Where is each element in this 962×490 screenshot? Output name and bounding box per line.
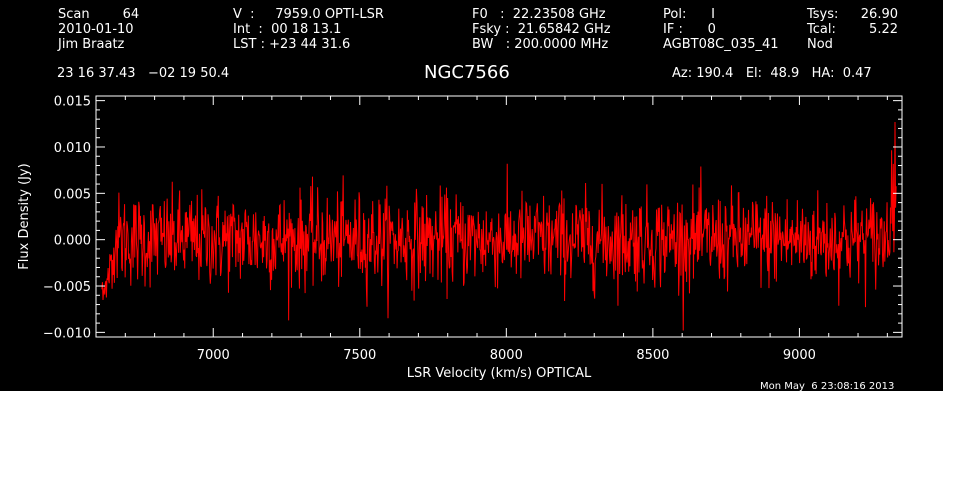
spectrum-panel: Scan 64 2010-01-10 Jim Braatz V : 7959.0 OP…	[0, 0, 943, 392]
spectrum-trace	[101, 121, 897, 331]
header-col4-line-2: AGBT08C_035_41	[663, 37, 779, 52]
header-coords: 23 16 37.43 −02 19 50.4	[57, 66, 230, 81]
y-tick-label: 0.010	[54, 141, 91, 156]
y-tick-label: 0.000	[54, 234, 91, 249]
header-col3-line-0: F0 : 22.23508 GHz	[472, 7, 606, 22]
x-tick-label: 7500	[343, 348, 376, 363]
header-col5-line-0: Tsys:	[807, 7, 839, 22]
header-timestamp: Mon May 6 23:08:16 2013	[760, 381, 895, 392]
header-col2-line-2: LST : +23 44 31.6	[233, 37, 351, 52]
header-col2-line-1: Int : 00 18 13.1	[233, 22, 342, 37]
plot-frame	[95, 95, 903, 338]
header-col1-line-1: 2010-01-10	[58, 22, 134, 37]
header-azel: Az: 190.4 El: 48.9 HA: 0.47	[672, 66, 872, 81]
header-col3-line-1: Fsky : 21.65842 GHz	[472, 22, 611, 37]
y-tick-label: −0.005	[43, 280, 91, 295]
x-tick-label: 7000	[197, 348, 230, 363]
x-tick-label: 8000	[490, 348, 523, 363]
labels-layer: 7000 7500 8000 8500 9000 −0.010 −0.005 0.000 0.0…	[17, 95, 816, 381]
header-col6-line-0: 26.90	[860, 7, 898, 22]
x-axis-title: LSR Velocity (km/s) OPTICAL	[407, 366, 592, 381]
header-col2-line-0: V : 7959.0 OPTI-LSR	[233, 7, 384, 22]
x-tick-label: 8500	[636, 348, 669, 363]
header-col5-line-1: Tcal:	[807, 22, 836, 37]
y-tick-label: 0.015	[54, 95, 91, 110]
header-col3-line-2: BW : 200.0000 MHz	[472, 37, 609, 52]
header-col5-line-2: Nod	[807, 37, 833, 52]
header-col1-line-2: Jim Braatz	[58, 37, 125, 52]
header-col1-line-0: Scan 64	[58, 7, 140, 22]
header-col4-line-1: IF : 0	[663, 22, 716, 37]
spectrum-plot: 7000 7500 8000 8500 9000 −0.010 −0.005 0.000 0.0…	[17, 95, 903, 381]
x-tick-label: 9000	[783, 348, 816, 363]
y-tick-label: −0.010	[43, 326, 91, 341]
header-col6-line-1: 5.22	[869, 22, 898, 37]
trace-layer	[101, 121, 897, 331]
y-tick-label: 0.005	[54, 187, 91, 202]
header-source: NGC7566	[424, 62, 510, 83]
header-col4-line-0: Pol: I	[663, 7, 715, 22]
ticks-layer	[95, 96, 902, 337]
y-axis-title: Flux Density (Jy)	[17, 163, 32, 269]
